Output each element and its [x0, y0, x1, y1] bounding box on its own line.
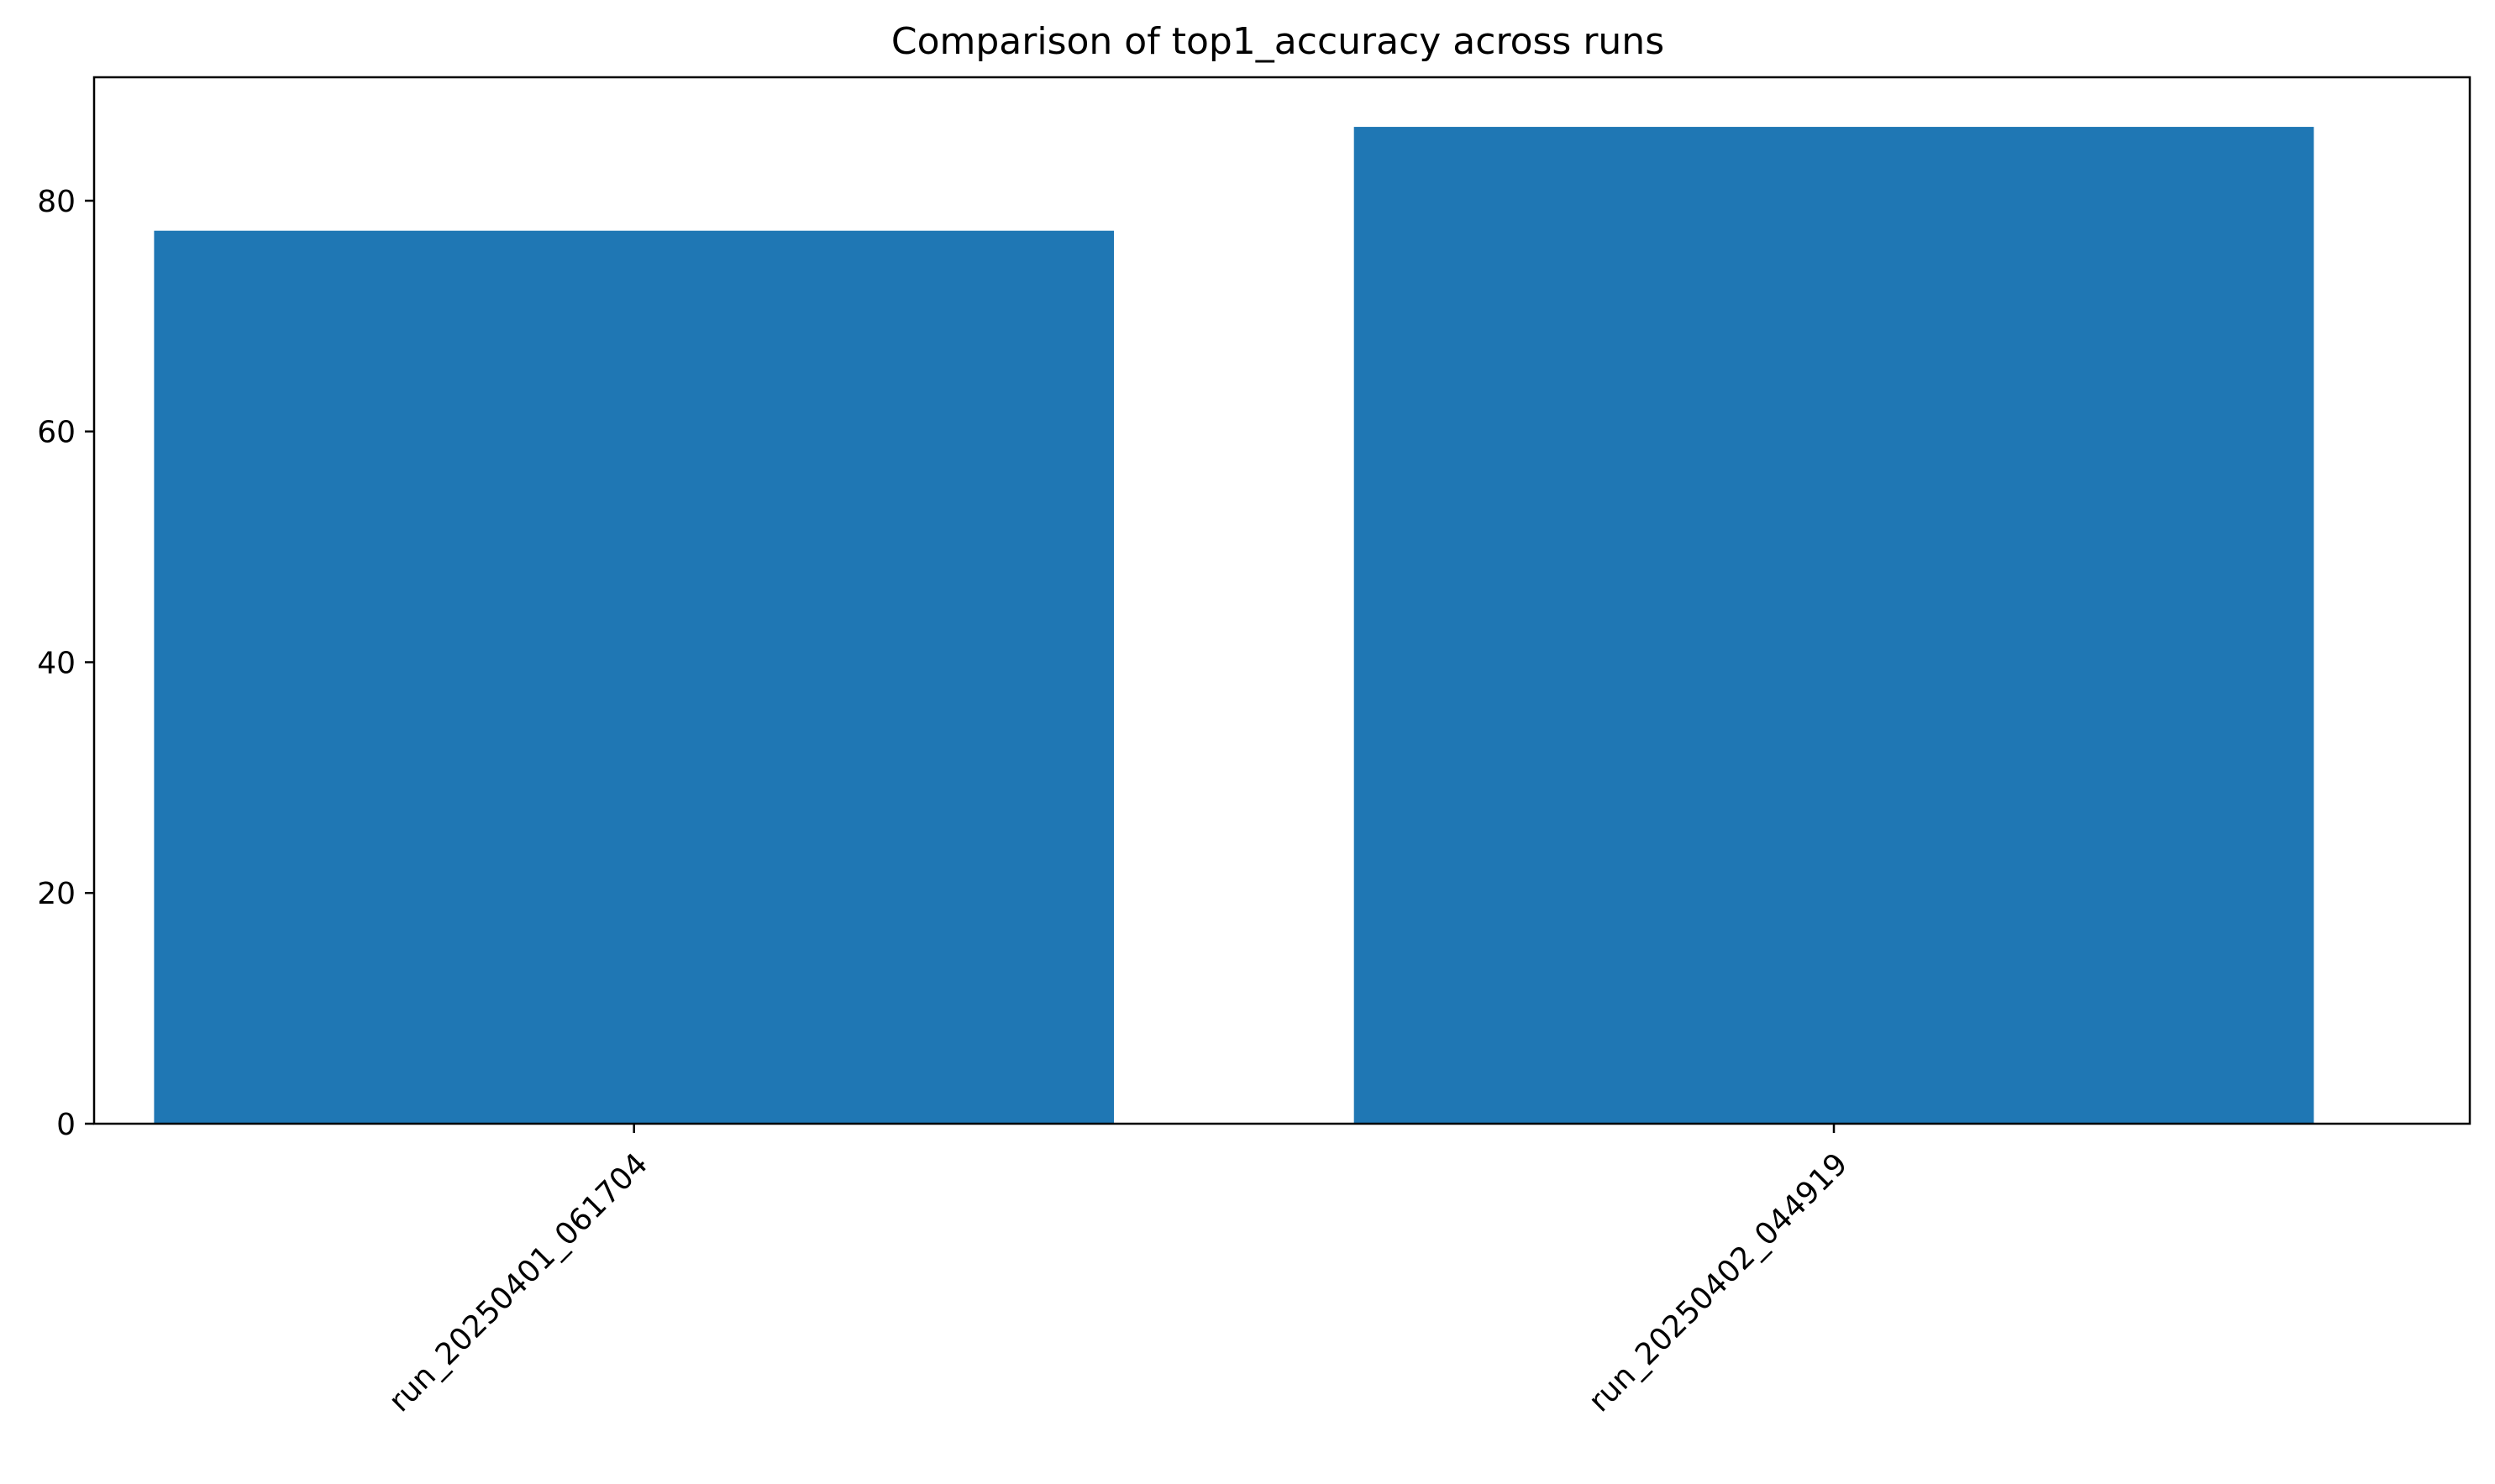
bars-layer [154, 127, 2314, 1125]
y-tick-label: 80 [37, 185, 76, 219]
y-tick-label: 20 [37, 877, 76, 911]
y-tick-label: 60 [37, 416, 76, 450]
bar-2 [1353, 127, 2314, 1125]
y-tick-label: 0 [56, 1108, 76, 1142]
bar-1 [154, 230, 1115, 1125]
y-tick-label: 40 [37, 646, 76, 680]
y-axis: 0 20 40 60 80 [37, 185, 94, 1142]
chart-title: Comparison of top1_accuracy across runs [891, 20, 1664, 63]
plot-frame [92, 76, 2471, 1125]
